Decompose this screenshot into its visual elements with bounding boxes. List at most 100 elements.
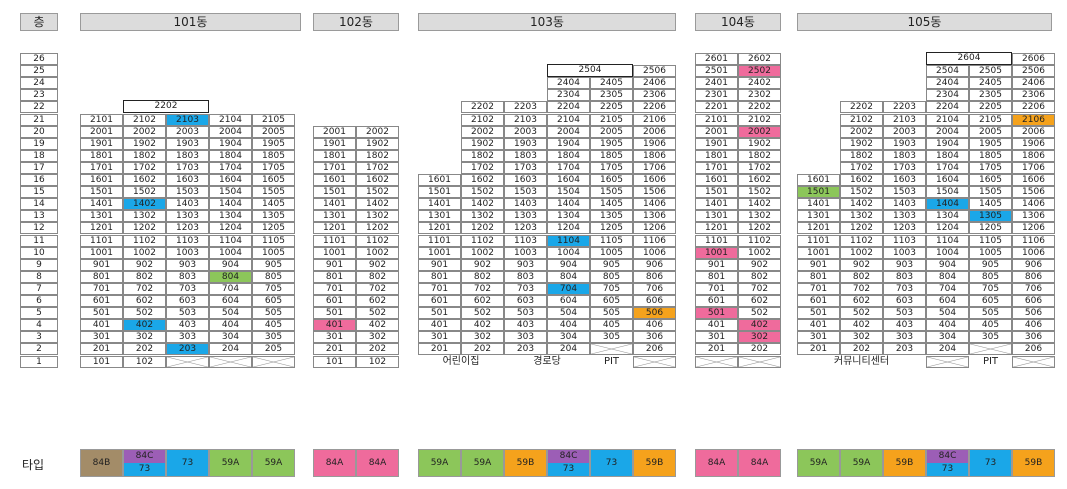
unit-cell[interactable]: 1103 <box>166 234 209 247</box>
unit-cell[interactable]: 2001 <box>80 125 123 138</box>
unit-cell[interactable]: 1103 <box>504 234 547 247</box>
unit-cell[interactable]: 1502 <box>356 186 399 199</box>
unit-cell[interactable]: 1803 <box>166 149 209 162</box>
unit-cell[interactable]: 1003 <box>504 246 547 259</box>
unit-cell[interactable]: 903 <box>504 258 547 271</box>
unit-cell[interactable]: 2304 <box>547 89 590 102</box>
unit-cell[interactable]: 2005 <box>252 125 295 138</box>
unit-cell[interactable]: 604 <box>547 295 590 307</box>
unit-cell[interactable]: 801 <box>80 270 123 283</box>
unit-cell[interactable]: 1502 <box>840 186 883 199</box>
unit-cell[interactable]: 1203 <box>166 222 209 235</box>
unit-cell[interactable]: 1106 <box>633 234 676 247</box>
unit-cell[interactable]: 1901 <box>80 137 123 150</box>
unit-cell[interactable]: 1104 <box>209 234 252 247</box>
unit-cell[interactable]: 1401 <box>418 198 461 211</box>
unit-cell[interactable]: 1203 <box>504 222 547 235</box>
unit-cell[interactable]: 1204 <box>547 222 590 235</box>
unit-cell[interactable]: 1102 <box>840 234 883 247</box>
unit-cell[interactable]: 303 <box>504 331 547 344</box>
unit-cell[interactable]: 1005 <box>252 246 295 259</box>
unit-cell[interactable]: 1204 <box>209 222 252 235</box>
unit-cell[interactable]: 204 <box>926 343 969 356</box>
unit-cell[interactable]: 1403 <box>883 198 926 211</box>
unit-cell[interactable]: 802 <box>461 270 504 283</box>
unit-cell[interactable]: 504 <box>209 307 252 320</box>
unit-cell[interactable]: 905 <box>252 258 295 271</box>
unit-cell[interactable]: 601 <box>695 295 738 307</box>
unit-cell[interactable]: 801 <box>418 270 461 283</box>
unit-cell[interactable]: 906 <box>633 258 676 271</box>
unit-cell[interactable]: 1004 <box>926 246 969 259</box>
unit-cell[interactable]: 1002 <box>738 246 781 259</box>
penthouse-unit[interactable]: 2604 <box>926 52 1012 65</box>
unit-cell[interactable]: 1006 <box>1012 246 1055 259</box>
unit-cell[interactable]: 1505 <box>969 186 1012 199</box>
unit-cell[interactable]: 2304 <box>926 89 969 102</box>
unit-cell[interactable]: 1805 <box>252 149 295 162</box>
unit-cell[interactable]: 402 <box>840 319 883 332</box>
unit-cell[interactable]: 601 <box>418 295 461 307</box>
unit-cell[interactable]: 1501 <box>80 186 123 199</box>
unit-cell[interactable]: 706 <box>1012 282 1055 295</box>
unit-cell[interactable]: 303 <box>166 331 209 344</box>
unit-cell[interactable]: 1004 <box>209 246 252 259</box>
unit-cell[interactable]: 304 <box>926 331 969 344</box>
unit-cell[interactable]: 202 <box>356 343 399 356</box>
unit-cell[interactable]: 1702 <box>738 161 781 174</box>
unit-cell[interactable]: 401 <box>80 319 123 332</box>
unit-cell[interactable]: 1503 <box>166 186 209 199</box>
unit-cell[interactable]: 902 <box>356 258 399 271</box>
unit-cell[interactable]: 704 <box>209 282 252 295</box>
unit-cell[interactable]: 1502 <box>461 186 504 199</box>
unit-cell[interactable]: 2003 <box>166 125 209 138</box>
unit-cell[interactable]: 505 <box>252 307 295 320</box>
unit-cell[interactable]: 1304 <box>547 210 590 223</box>
unit-cell[interactable]: 1802 <box>738 149 781 162</box>
unit-cell[interactable]: 1002 <box>123 246 166 259</box>
unit-cell[interactable]: 2001 <box>695 125 738 138</box>
unit-cell[interactable]: 1702 <box>461 161 504 174</box>
unit-cell[interactable]: 501 <box>695 307 738 320</box>
unit-cell[interactable]: 2105 <box>252 113 295 126</box>
unit-cell[interactable]: 2202 <box>738 101 781 114</box>
unit-cell[interactable]: 1401 <box>313 198 356 211</box>
unit-cell[interactable]: 2202 <box>840 101 883 114</box>
unit-cell[interactable]: 2305 <box>590 89 633 102</box>
unit-cell[interactable]: 302 <box>738 331 781 344</box>
unit-cell[interactable]: 803 <box>166 270 209 283</box>
unit-cell[interactable]: 704 <box>926 282 969 295</box>
unit-cell[interactable]: 301 <box>313 331 356 344</box>
unit-cell[interactable]: 302 <box>840 331 883 344</box>
unit-cell[interactable]: 306 <box>1012 331 1055 344</box>
unit-cell[interactable]: 705 <box>590 282 633 295</box>
unit-cell[interactable]: 1602 <box>738 174 781 186</box>
unit-cell[interactable]: 2205 <box>969 101 1012 114</box>
unit-cell[interactable]: 302 <box>356 331 399 344</box>
unit-cell[interactable]: 1003 <box>166 246 209 259</box>
unit-cell[interactable]: 1702 <box>123 161 166 174</box>
unit-cell[interactable]: 1602 <box>356 174 399 186</box>
unit-cell[interactable]: 1405 <box>969 198 1012 211</box>
unit-cell[interactable]: 1201 <box>797 222 840 235</box>
unit-cell[interactable]: 1101 <box>695 234 738 247</box>
unit-cell[interactable]: 1901 <box>695 137 738 150</box>
unit-cell[interactable]: 1101 <box>797 234 840 247</box>
unit-cell[interactable]: 101 <box>80 355 123 368</box>
unit-cell[interactable]: 1504 <box>926 186 969 199</box>
unit-cell[interactable]: 2006 <box>633 125 676 138</box>
unit-cell[interactable]: 206 <box>1012 343 1055 356</box>
unit-cell[interactable]: 605 <box>252 295 295 307</box>
unit-cell[interactable]: 2501 <box>695 65 738 78</box>
unit-cell[interactable]: 1402 <box>738 198 781 211</box>
unit-cell[interactable]: 504 <box>547 307 590 320</box>
unit-cell[interactable]: 2003 <box>883 125 926 138</box>
unit-cell[interactable]: 1906 <box>1012 137 1055 150</box>
unit-cell[interactable]: 2103 <box>166 113 209 126</box>
unit-cell[interactable]: 1301 <box>797 210 840 223</box>
unit-cell[interactable]: 1302 <box>461 210 504 223</box>
unit-cell[interactable]: 1001 <box>418 246 461 259</box>
unit-cell[interactable]: 1305 <box>252 210 295 223</box>
unit-cell[interactable]: 803 <box>883 270 926 283</box>
unit-cell[interactable]: 2202 <box>461 101 504 114</box>
